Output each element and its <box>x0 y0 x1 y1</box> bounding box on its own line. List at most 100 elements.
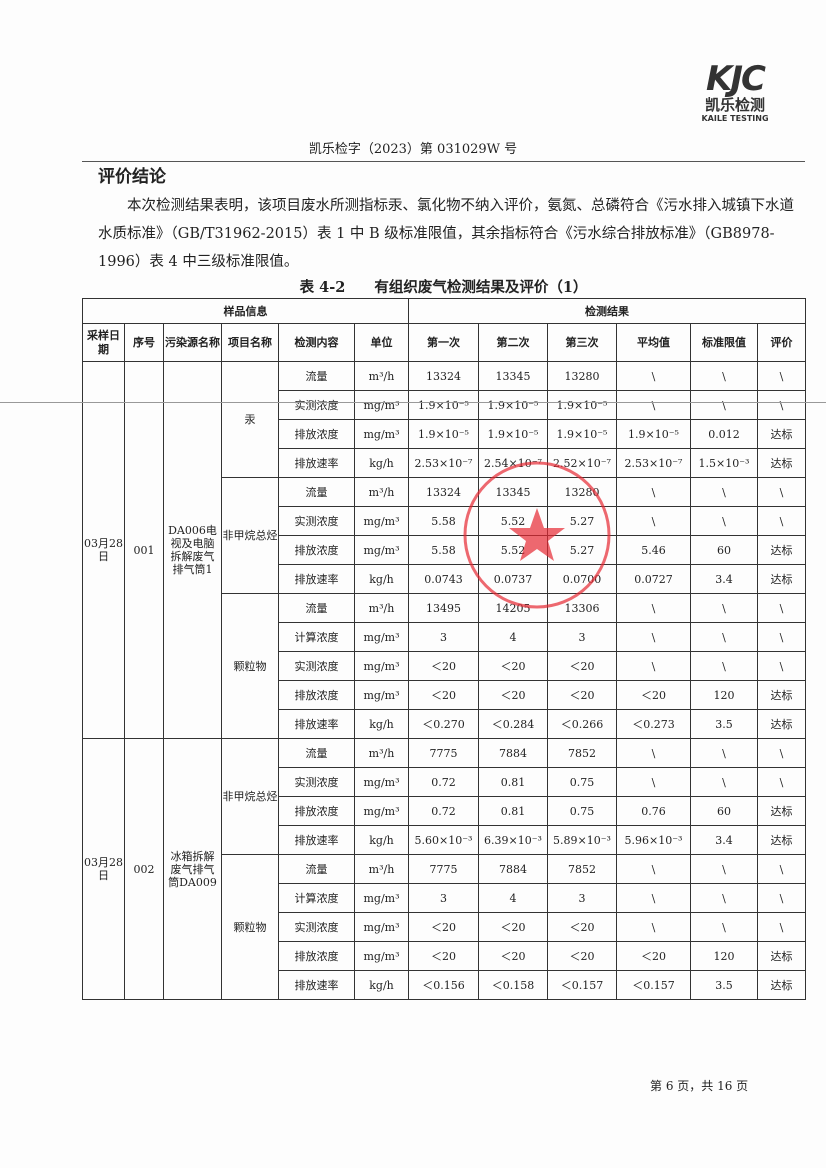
logo-mark: KJC <box>706 59 766 99</box>
table-cell: \ <box>757 622 806 652</box>
column-header: 序号 <box>124 323 164 362</box>
table-cell: 0.72 <box>408 767 479 797</box>
table-cell: 5.58 <box>408 535 479 565</box>
table-cell: mg/m³ <box>354 622 409 652</box>
table-cell: mg/m³ <box>354 506 409 536</box>
table-cell: ＜20 <box>478 680 548 710</box>
table-cell: \ <box>757 651 806 681</box>
table-cell: \ <box>690 477 758 507</box>
table-cell: \ <box>690 883 758 913</box>
table-row: 实测浓度 mg/m³ ＜20 ＜20 ＜20 \ \ \ <box>83 651 806 681</box>
table-cell: 13345 <box>478 477 548 507</box>
header-sample-info: 样品信息 <box>82 298 409 324</box>
section-title: 评价结论 <box>98 167 166 187</box>
table-cell: ＜20 <box>616 680 691 710</box>
table-cell: 2.53×10⁻⁷ <box>408 448 479 478</box>
table-cell: \ <box>757 912 806 942</box>
table-cell: 1.9×10⁻⁵ <box>478 390 548 420</box>
company-logo: KJC 凯乐检测 KAILE TESTING <box>690 62 780 124</box>
table-cell: 5.46 <box>616 535 691 565</box>
column-header: 标准限值 <box>690 323 758 362</box>
table-cell: 0.0743 <box>408 564 479 594</box>
table-cell: 2.54×10⁻⁷ <box>478 448 548 478</box>
table-cell: 排放浓度 <box>278 680 355 710</box>
table-cell: mg/m³ <box>354 912 409 942</box>
table-cell: 1.9×10⁻⁵ <box>408 390 479 420</box>
table-cell: 流量 <box>278 854 355 884</box>
table-cell: 2.53×10⁻⁷ <box>616 448 691 478</box>
table-row: 实测浓度 mg/m³ 0.72 0.81 0.75 \ \ \ <box>83 767 806 797</box>
table-cell: 排放浓度 <box>278 941 355 971</box>
table-cell: \ <box>757 883 806 913</box>
table-cell: 3.4 <box>690 564 758 594</box>
table-cell: 4 <box>478 622 548 652</box>
table-cell: ＜0.158 <box>478 970 548 1000</box>
table-cell: m³/h <box>354 361 409 391</box>
table-row: 排放速率 kg/h ＜0.156 ＜0.158 ＜0.157 ＜0.157 3.5 达标 <box>83 970 806 1000</box>
table-cell: 5.60×10⁻³ <box>408 825 479 855</box>
table-cell: ＜0.156 <box>408 970 479 1000</box>
table-cell: ＜20 <box>547 651 617 681</box>
table-cell: 6.39×10⁻³ <box>478 825 548 855</box>
table-cell: kg/h <box>354 564 409 594</box>
table-cell: \ <box>616 854 691 884</box>
table-cell: 实测浓度 <box>278 390 355 420</box>
table-cell: 流量 <box>278 738 355 768</box>
table-cell: 2.52×10⁻⁷ <box>547 448 617 478</box>
table-cell: 1.9×10⁻⁵ <box>408 419 479 449</box>
table-cell: 7852 <box>547 738 617 768</box>
table-cell: 120 <box>690 680 758 710</box>
table-cell: 120 <box>690 941 758 971</box>
table-cell: ＜20 <box>408 680 479 710</box>
header-results: 检测结果 <box>408 298 806 324</box>
table-cell: 颗粒物 <box>221 854 279 1000</box>
table-cell: \ <box>616 477 691 507</box>
column-header: 第一次 <box>408 323 479 362</box>
table-cell: \ <box>757 361 806 391</box>
table-cell: \ <box>690 738 758 768</box>
table-cell: 排放浓度 <box>278 535 355 565</box>
table-cell: 7884 <box>478 854 548 884</box>
table-row: 排放浓度 mg/m³ 0.72 0.81 0.75 0.76 60 达标 <box>83 796 806 826</box>
table-cell: \ <box>690 767 758 797</box>
table-cell: 0.75 <box>547 796 617 826</box>
table-cell: ＜20 <box>478 912 548 942</box>
table-cell: \ <box>690 854 758 884</box>
table-cell: 5.58 <box>408 506 479 536</box>
table-cell: 0.0737 <box>478 564 548 594</box>
table-cell: \ <box>616 622 691 652</box>
table-cell: ＜20 <box>547 941 617 971</box>
table-cell: 60 <box>690 796 758 826</box>
table-cell: ＜0.284 <box>478 709 548 739</box>
table-row: 计算浓度 mg/m³ 3 4 3 \ \ \ <box>83 883 806 913</box>
table-cell: ＜0.273 <box>616 709 691 739</box>
table-cell: 5.27 <box>547 506 617 536</box>
table-cell: 14205 <box>478 593 548 623</box>
table-cell: 排放浓度 <box>278 796 355 826</box>
table-cell: \ <box>690 651 758 681</box>
table-cell: m³/h <box>354 854 409 884</box>
table-cell: 4 <box>478 883 548 913</box>
table-cell: ＜20 <box>408 941 479 971</box>
table-row: 排放速率 kg/h ＜0.270 ＜0.284 ＜0.266 ＜0.273 3.5 达标 <box>83 709 806 739</box>
column-header: 评价 <box>757 323 806 362</box>
table-cell: 达标 <box>757 535 806 565</box>
table-cell: 0.72 <box>408 796 479 826</box>
table-cell: 13280 <box>547 477 617 507</box>
table-row: 计算浓度 mg/m³ 3 4 3 \ \ \ <box>83 622 806 652</box>
table-cell: mg/m³ <box>354 651 409 681</box>
table-cell: mg/m³ <box>354 390 409 420</box>
table-cell: \ <box>616 390 691 420</box>
table-cell: m³/h <box>354 738 409 768</box>
table-cell: kg/h <box>354 709 409 739</box>
table-cell: 13280 <box>547 361 617 391</box>
table-cell: 3 <box>547 883 617 913</box>
table-cell: 非甲烷总烃 <box>221 477 279 594</box>
main-content: 评价结论 本次检测结果表明，该项目废水所测指标汞、氯化物不纳入评价，氨氮、总磷符… <box>82 165 806 1000</box>
table-cell: 13324 <box>408 361 479 391</box>
table-cell: 流量 <box>278 593 355 623</box>
table-cell: \ <box>616 651 691 681</box>
header-divider <box>82 161 805 162</box>
table-cell: 0.81 <box>478 796 548 826</box>
table-cell: mg/m³ <box>354 535 409 565</box>
